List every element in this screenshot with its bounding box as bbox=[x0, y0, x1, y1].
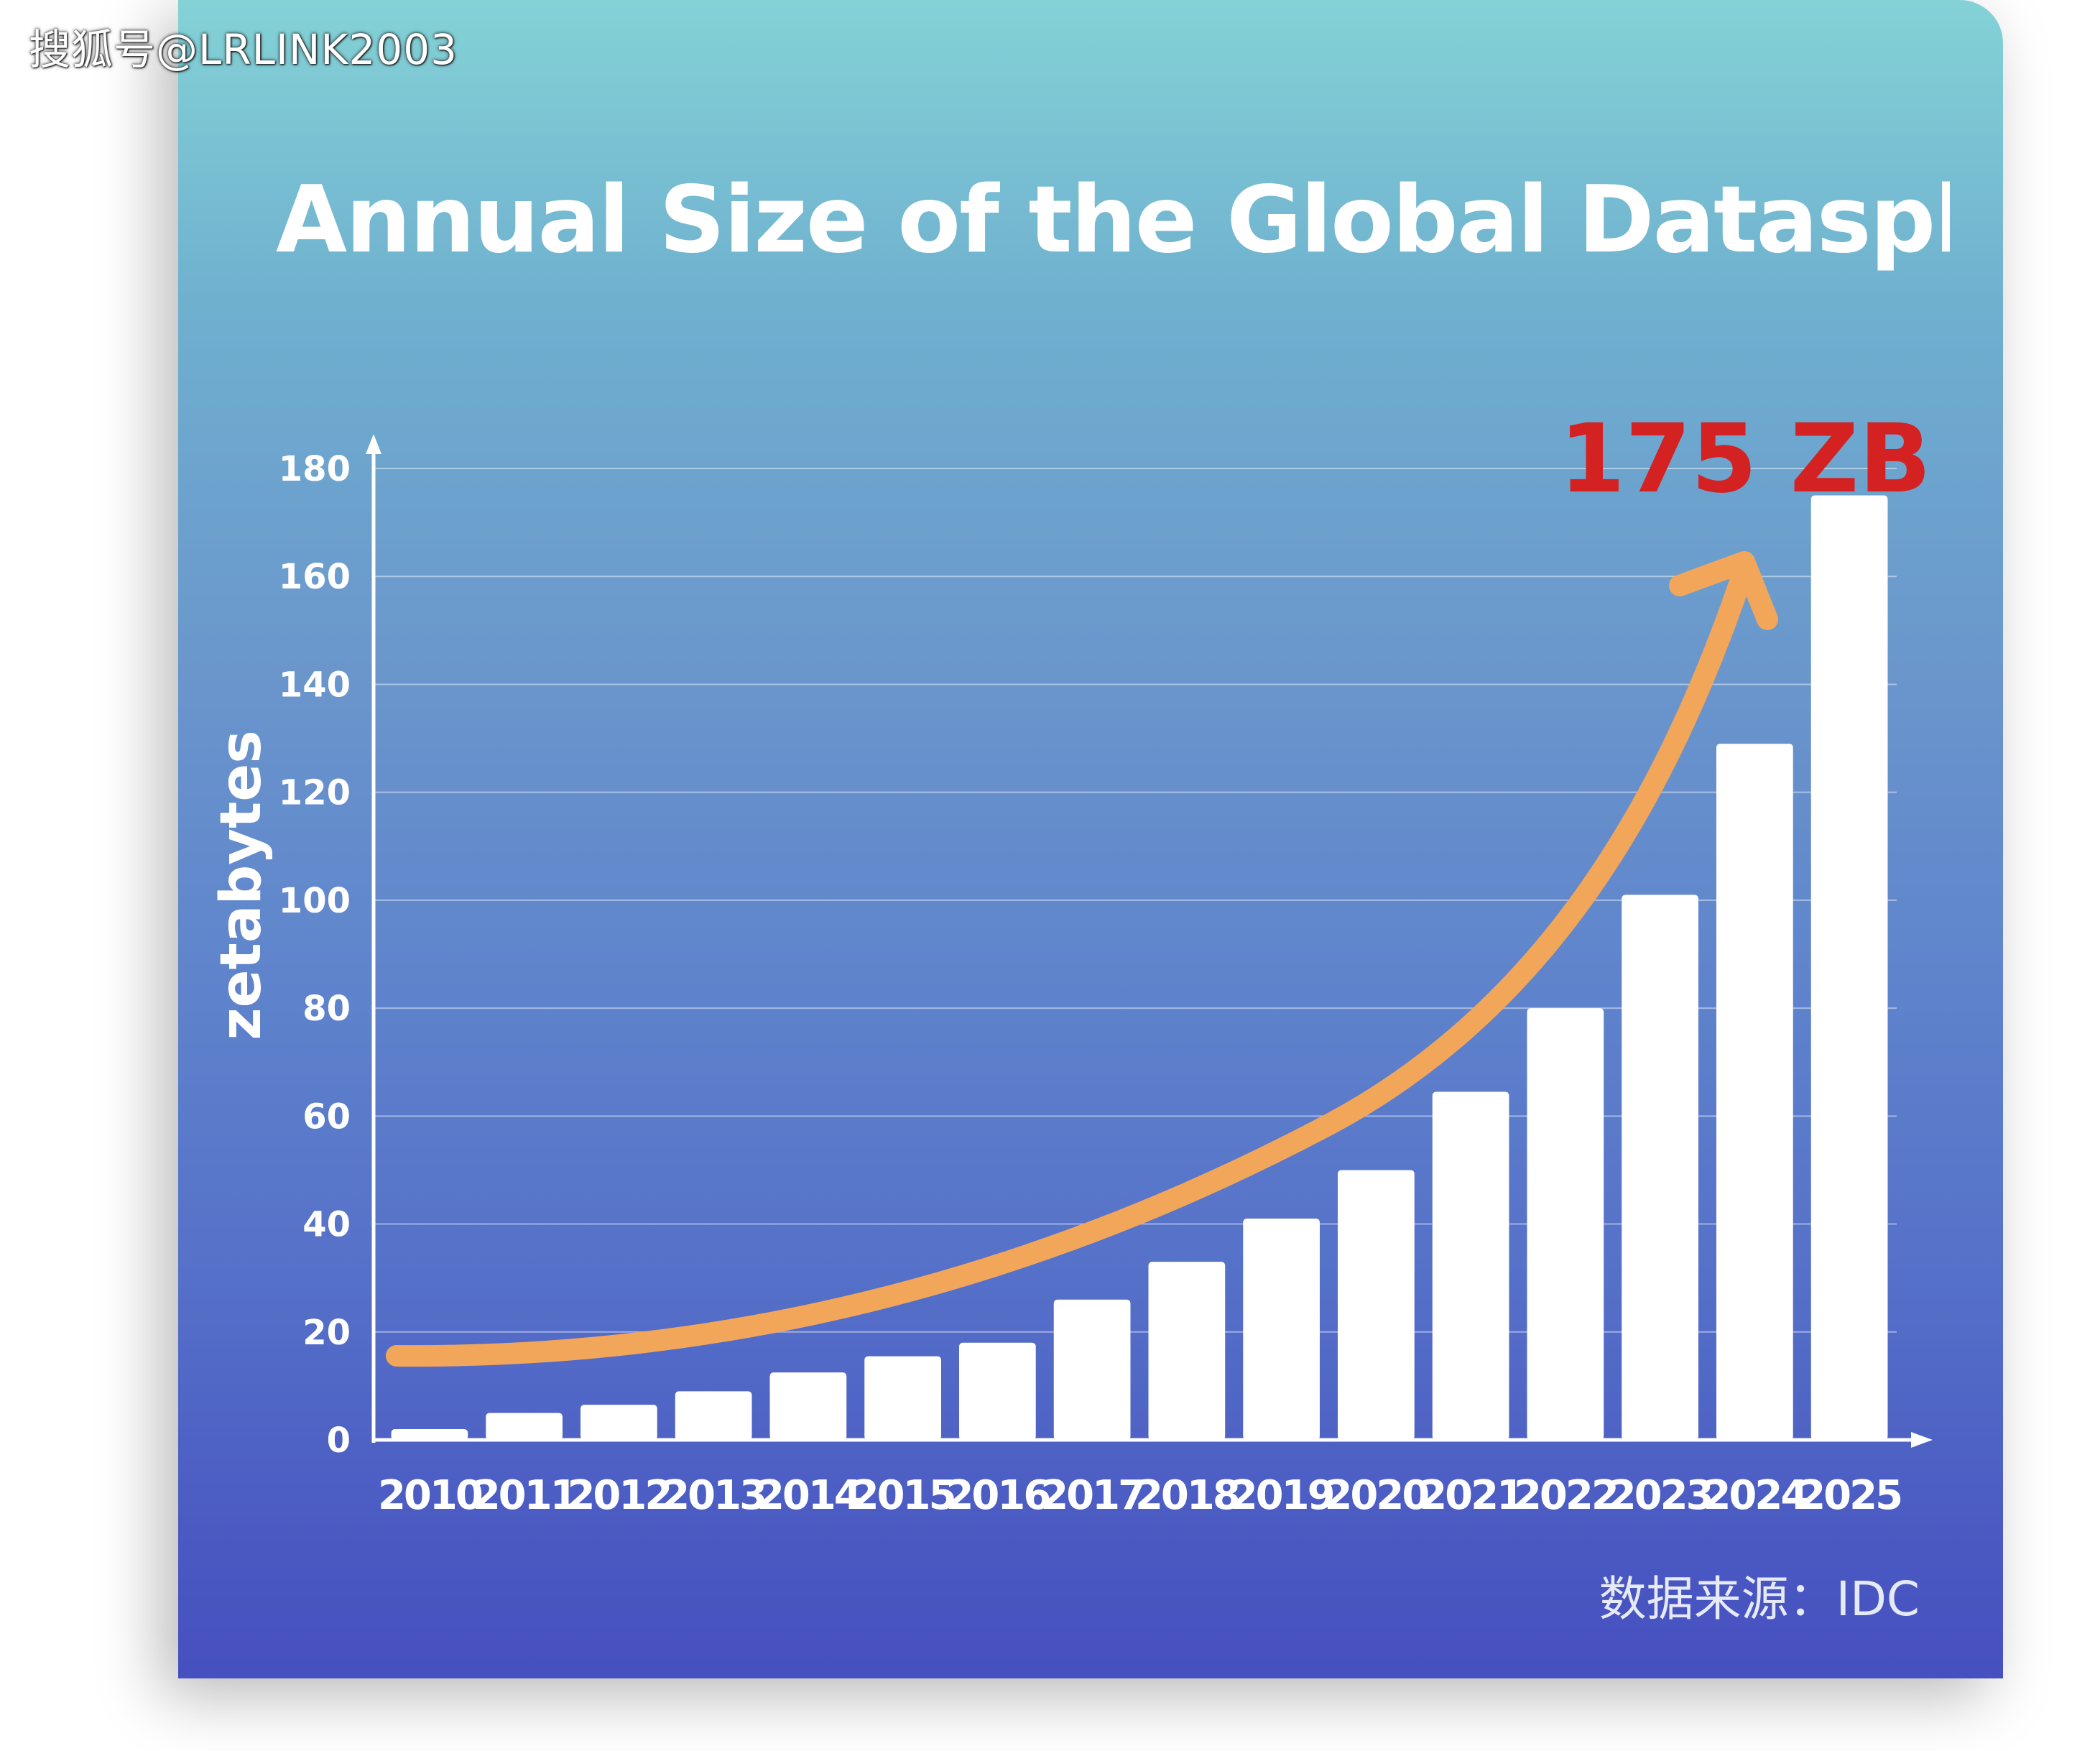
x-tick-label: 2016 bbox=[945, 1472, 1049, 1519]
watermark: 搜狐号@LRLINK2003 bbox=[29, 25, 458, 74]
x-tick-label: 2024 bbox=[1703, 1472, 1807, 1519]
bar-2025 bbox=[1810, 495, 1888, 1440]
y-tick-label: 40 bbox=[302, 1205, 351, 1245]
y-tick-label: 140 bbox=[279, 665, 351, 705]
bar-2020 bbox=[1338, 1170, 1415, 1440]
y-tick-label: 160 bbox=[279, 557, 351, 597]
bar-2012 bbox=[580, 1405, 657, 1440]
y-tick-label: 20 bbox=[302, 1313, 351, 1353]
axes bbox=[366, 434, 1933, 1448]
x-tick-labels: 2010201120122013201420152016201720182019… bbox=[378, 1472, 1903, 1519]
x-tick-label: 2010 bbox=[378, 1472, 482, 1519]
y-axis-label: zetabytes bbox=[209, 730, 274, 1040]
x-tick-label: 2022 bbox=[1514, 1472, 1617, 1519]
bar-2011 bbox=[486, 1413, 563, 1440]
bar-2014 bbox=[769, 1372, 847, 1440]
bar-2024 bbox=[1716, 744, 1793, 1440]
x-tick-label: 2025 bbox=[1798, 1472, 1901, 1519]
x-tick-label: 2023 bbox=[1609, 1472, 1712, 1519]
bar-2015 bbox=[864, 1356, 941, 1440]
bar-2013 bbox=[675, 1391, 752, 1440]
x-tick-label: 2015 bbox=[851, 1472, 955, 1519]
y-tick-label: 80 bbox=[302, 989, 351, 1029]
trend-arrow bbox=[386, 558, 1755, 1367]
y-tick-label: 180 bbox=[279, 449, 351, 489]
x-tick-label: 2020 bbox=[1324, 1472, 1428, 1519]
y-tick-label: 60 bbox=[302, 1096, 351, 1137]
bar-2018 bbox=[1148, 1262, 1226, 1440]
y-tick-label: 120 bbox=[279, 773, 351, 813]
bars bbox=[391, 495, 1888, 1440]
trend-arrow-head bbox=[1669, 551, 1778, 630]
bar-2019 bbox=[1243, 1219, 1320, 1440]
x-tick-label: 2011 bbox=[473, 1472, 576, 1519]
bar-2021 bbox=[1432, 1091, 1509, 1440]
y-tick-label: 0 bbox=[327, 1420, 351, 1461]
source-note: 数据来源：IDC bbox=[1599, 1571, 1920, 1627]
x-tick-label: 2017 bbox=[1040, 1472, 1144, 1519]
x-tick-label: 2012 bbox=[567, 1472, 670, 1519]
bar-2017 bbox=[1053, 1299, 1131, 1440]
bar-2022 bbox=[1527, 1008, 1604, 1440]
bar-2010 bbox=[391, 1428, 468, 1440]
y-tick-label: 100 bbox=[279, 881, 351, 921]
x-tick-label: 2018 bbox=[1135, 1472, 1239, 1519]
y-tick-labels: 0 20 40 60 80 100 120 140 160 180 bbox=[279, 449, 351, 1461]
y-axis-arrow bbox=[366, 434, 381, 454]
bar-2016 bbox=[959, 1342, 1036, 1440]
total-callout: 175 ZB bbox=[1559, 404, 1931, 514]
x-axis-arrow bbox=[1911, 1432, 1933, 1448]
x-tick-label: 2013 bbox=[662, 1472, 765, 1519]
x-tick-label: 2021 bbox=[1419, 1472, 1522, 1519]
x-tick-label: 2019 bbox=[1230, 1472, 1333, 1519]
bar-2023 bbox=[1622, 895, 1698, 1440]
chart-title: Annual Size of the Global Datasphere bbox=[276, 167, 1950, 274]
x-tick-label: 2014 bbox=[757, 1472, 861, 1519]
